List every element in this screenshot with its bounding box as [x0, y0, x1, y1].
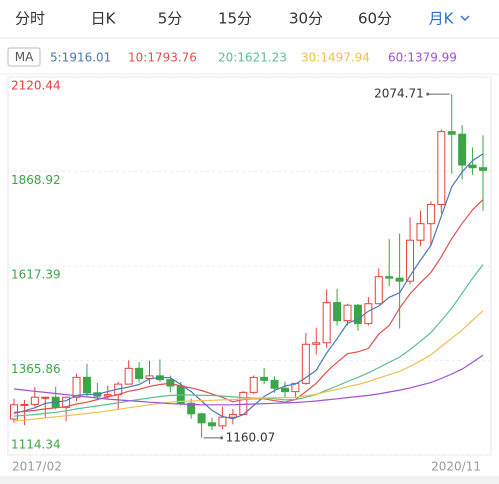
candle-body	[333, 302, 342, 322]
candle-body	[218, 416, 227, 427]
candle-body	[458, 133, 467, 166]
min-label: 1160.07	[226, 430, 276, 444]
candle-body	[208, 422, 217, 427]
ma-line	[13, 310, 484, 422]
candle-body	[62, 396, 71, 408]
candle-body	[479, 167, 487, 171]
x-tick-label: 2017/02	[12, 460, 62, 474]
ma-line	[13, 153, 484, 420]
candle-body	[416, 223, 425, 241]
tab[interactable]: 分时	[15, 10, 45, 28]
candle-body	[30, 396, 39, 405]
min-dot	[220, 436, 224, 440]
legend-entry: 5:1916.01	[50, 51, 111, 65]
candle-body	[260, 376, 269, 381]
candle-body	[468, 164, 477, 169]
candle-body	[135, 367, 144, 379]
candle-body	[343, 304, 352, 322]
y-tick-label: 1365.86	[11, 362, 61, 376]
legend-entry: 30:1497.94	[301, 51, 370, 65]
footer	[0, 476, 499, 484]
candle-body	[426, 204, 435, 225]
tab[interactable]: 5分	[158, 10, 183, 28]
legend: MA 5:1916.01 10:1793.76 20:1621.23 30:1497.…	[7, 47, 457, 67]
candle-body	[312, 342, 321, 345]
legend-entry: 60:1379.99	[388, 51, 457, 65]
indicator-label: MA	[15, 50, 34, 64]
dropdown-arrow	[460, 15, 470, 21]
candle-body	[103, 394, 112, 397]
candle-body	[270, 379, 279, 389]
candle-body	[187, 402, 196, 415]
tab[interactable]: 30分	[289, 10, 323, 28]
candle-body	[447, 131, 456, 135]
candle-body	[124, 367, 133, 385]
candle-body	[228, 414, 237, 418]
candle-body	[82, 376, 91, 394]
candle-body	[280, 387, 289, 393]
plot: 2120.44 1868.92 1617.39 1365.86 1114.34 2017/…	[7, 76, 492, 474]
max-dot	[426, 92, 430, 96]
candle-body	[72, 376, 81, 398]
y-tick-label: 1617.39	[11, 268, 61, 282]
candle-body	[291, 382, 300, 393]
tab[interactable]: 60分	[358, 10, 392, 28]
candle-body	[301, 343, 310, 384]
legend-entry: 10:1793.76	[128, 51, 197, 65]
x-tick-label: 2020/11	[431, 460, 481, 474]
candle-body	[322, 302, 331, 344]
y-tick-label: 1868.92	[11, 173, 61, 187]
candle-body	[197, 413, 206, 424]
y-tick-label: 2120.44	[11, 79, 61, 93]
tab[interactable]: 15分	[218, 10, 252, 28]
ma-line	[13, 354, 484, 406]
candle-body	[239, 391, 248, 416]
candle-body	[249, 376, 258, 393]
tab[interactable]: 月K	[429, 10, 455, 28]
tab[interactable]: 日K	[91, 10, 117, 28]
candle-body	[41, 396, 50, 399]
candle-body	[437, 131, 446, 206]
indicator-box	[7, 47, 41, 67]
max-label: 2074.71	[374, 87, 424, 101]
candle-body	[353, 304, 362, 325]
tab-bar: 分时 日K 5分 15分 30分 60分 月K	[15, 10, 470, 28]
legend-entry: 20:1621.23	[218, 51, 287, 65]
candle-body	[395, 277, 404, 282]
candle-body	[406, 239, 415, 282]
ma-line	[13, 264, 484, 417]
candle-body	[374, 276, 383, 305]
y-tick-label: 1114.34	[11, 438, 61, 452]
candle-body	[385, 276, 394, 279]
candle-body	[20, 403, 29, 406]
